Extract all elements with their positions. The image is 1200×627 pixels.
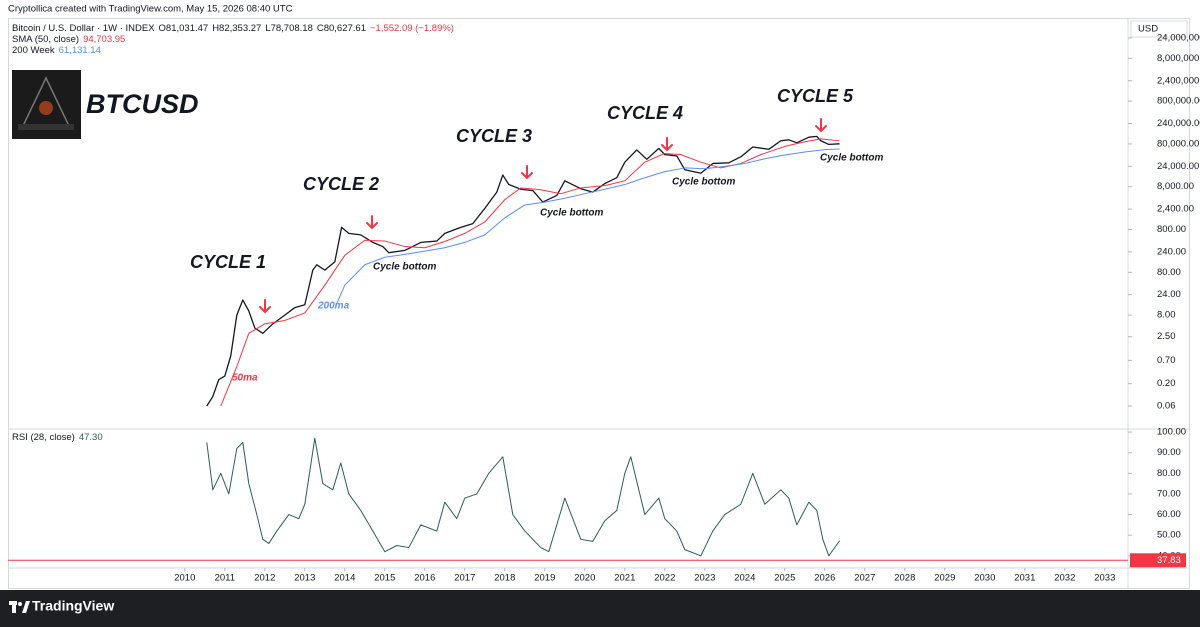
currency-label[interactable]: USD <box>1138 24 1158 35</box>
annotation: Cycle bottom <box>540 208 603 219</box>
legend-name: 200 Week <box>12 45 55 56</box>
y-tick-label: 0.70 <box>1157 355 1176 366</box>
y-tick-label: 8,000.00 <box>1157 181 1194 192</box>
y-tick-label: 0.20 <box>1157 378 1176 389</box>
x-tick-label: 2019 <box>534 573 555 584</box>
x-tick-label: 2022 <box>654 573 675 584</box>
x-tick-label: 2011 <box>215 573 235 584</box>
tradingview-logo <box>9 601 30 613</box>
legend-indicator: 200 Week 61,131.14 <box>12 45 101 56</box>
y-tick-label: 80.00 <box>1157 468 1181 479</box>
x-tick-label: 2023 <box>694 573 715 584</box>
legend-name: SMA (50, close) <box>12 34 79 45</box>
annotation: Cycle bottom <box>373 262 436 273</box>
legend-value: 61,131.14 <box>59 45 101 56</box>
y-tick-label: 80.00 <box>1157 267 1181 278</box>
currency-box[interactable] <box>1130 20 1188 38</box>
cycle-top-arrow <box>366 215 378 230</box>
y-tick-label: 800,000.00 <box>1157 96 1200 107</box>
annotation: CYCLE 3 <box>456 126 532 146</box>
x-tick-label: 2013 <box>294 573 315 584</box>
cycle-top-arrow <box>815 118 827 133</box>
legend-ohlc: H82,353.27 <box>212 23 261 34</box>
legend-value: 47.30 <box>79 432 103 443</box>
caption: Cryptollica created with TradingView.com… <box>8 4 293 15</box>
x-tick-label: 2027 <box>854 573 875 584</box>
x-tick-label: 2028 <box>894 573 915 584</box>
x-tick-label: 2030 <box>974 573 995 584</box>
annotation: CYCLE 1 <box>190 252 266 272</box>
annotation: 50ma <box>232 373 258 384</box>
x-tick-label: 2010 <box>174 573 195 584</box>
y-tick-label: 8.00 <box>1157 310 1176 321</box>
legend-ohlc: −1,552.09 (−1.89%) <box>370 23 454 34</box>
cycle-top-arrow <box>661 137 673 152</box>
x-tick-label: 2012 <box>254 573 275 584</box>
x-tick-label: 2029 <box>934 573 955 584</box>
y-tick-label: 240,000.00 <box>1157 118 1200 129</box>
y-tick-label: 100.00 <box>1157 427 1186 438</box>
x-tick-label: 2016 <box>414 573 435 584</box>
x-tick-label: 2032 <box>1054 573 1075 584</box>
x-tick-label: 2015 <box>374 573 395 584</box>
legend-main: Bitcoin / U.S. Dollar · 1W · INDEX O81,03… <box>12 23 454 34</box>
level-label-box <box>1130 553 1186 568</box>
x-tick-label: 2021 <box>614 573 635 584</box>
legend-title: Bitcoin / U.S. Dollar · 1W · INDEX <box>12 23 155 34</box>
series-line <box>206 135 840 407</box>
legend-ohlc: C80,627.61 <box>317 23 366 34</box>
y-tick-label: 24,000,000.00 <box>1157 32 1200 43</box>
y-tick-label: 80,000.00 <box>1157 138 1199 149</box>
y-tick-label: 70.00 <box>1157 488 1181 499</box>
annotation: 200ma <box>317 301 350 312</box>
legend-ohlc: O81,031.47 <box>159 23 209 34</box>
y-tick-label: 240.00 <box>1157 246 1186 257</box>
annotation: CYCLE 4 <box>607 103 683 123</box>
y-tick-label: 2.50 <box>1157 331 1176 342</box>
x-tick-label: 2018 <box>494 573 515 584</box>
x-tick-label: 2020 <box>574 573 595 584</box>
legend-ohlc: L78,708.18 <box>265 23 313 34</box>
x-tick-label: 2025 <box>774 573 795 584</box>
footer-brand: TradingView <box>32 598 114 614</box>
cycle-top-arrow <box>521 165 533 180</box>
y-tick-label: 24.00 <box>1157 289 1181 300</box>
y-tick-label: 2,400,000.00 <box>1157 75 1200 86</box>
x-tick-label: 2026 <box>814 573 835 584</box>
legend-value: 94,703.95 <box>83 34 125 45</box>
legend-indicator: SMA (50, close) 94,703.95 <box>12 34 125 45</box>
symbol-title: BTCUSD <box>86 89 199 119</box>
footer-bar <box>0 590 1200 627</box>
x-tick-label: 2033 <box>1094 573 1115 584</box>
series-line <box>206 437 841 557</box>
y-tick-label: 8,000,000.00 <box>1157 53 1200 64</box>
x-tick-label: 2024 <box>734 573 755 584</box>
annotation: CYCLE 5 <box>777 86 854 106</box>
logo-image <box>12 70 81 139</box>
annotation: CYCLE 2 <box>303 174 379 194</box>
series-line <box>336 148 840 304</box>
cycle-top-arrow <box>259 299 271 314</box>
y-tick-label: 2,400.00 <box>1157 204 1194 215</box>
legend-indicator: RSI (28, close) 47.30 <box>12 432 103 443</box>
x-tick-label: 2014 <box>334 573 355 584</box>
legend-name: RSI (28, close) <box>12 432 75 443</box>
y-tick-label: 50.00 <box>1157 530 1181 541</box>
chart-frame <box>8 18 1190 589</box>
x-tick-label: 2017 <box>454 573 475 584</box>
annotation: Cycle bottom <box>672 177 735 188</box>
annotation: Cycle bottom <box>820 153 883 164</box>
y-tick-label: 60.00 <box>1157 509 1181 520</box>
x-tick-label: 2031 <box>1014 573 1035 584</box>
y-tick-label: 800.00 <box>1157 224 1186 235</box>
level-label: 37.83 <box>1157 555 1181 566</box>
y-tick-label: 0.06 <box>1157 401 1176 412</box>
y-tick-label: 24,000.00 <box>1157 161 1199 172</box>
y-tick-label: 90.00 <box>1157 447 1181 458</box>
